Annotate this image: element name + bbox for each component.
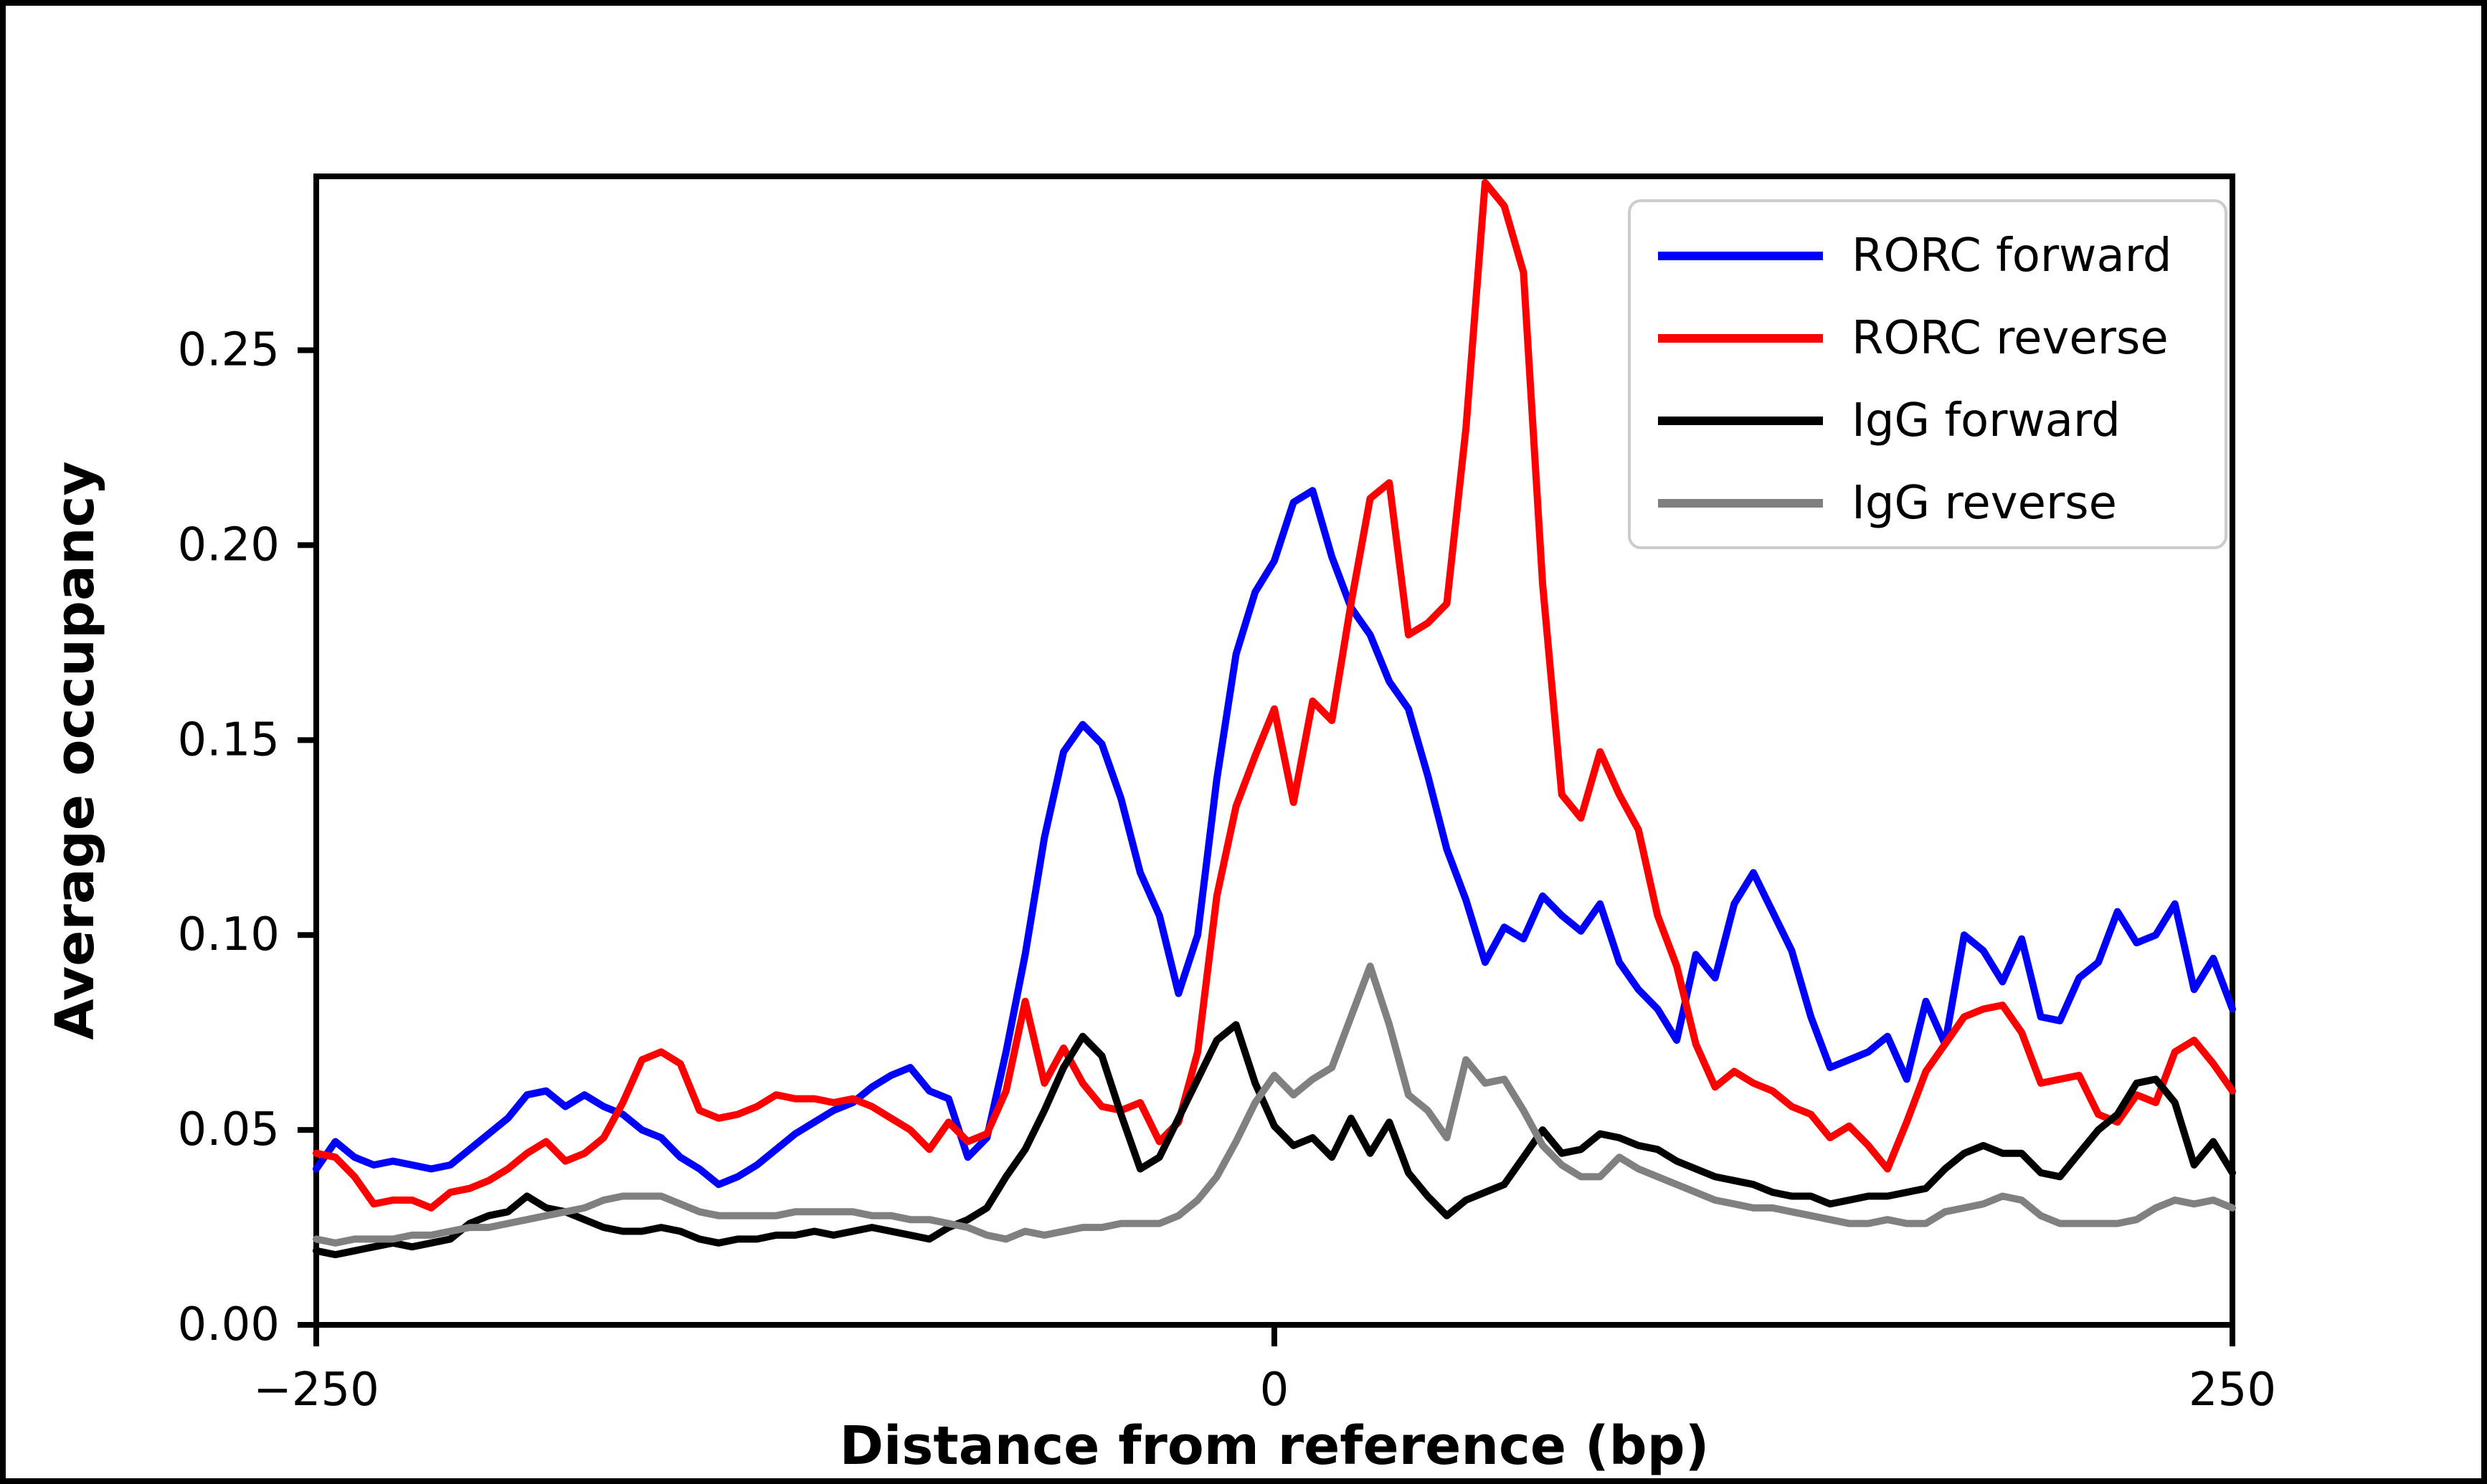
y-axis-ticks: 0.00 0.05 0.10 0.15 0.20 0.25 xyxy=(178,324,316,1351)
y-tick-label: 0.05 xyxy=(178,1103,280,1156)
y-axis-title: Average occupancy xyxy=(44,461,106,1040)
legend-entry: RORC reverse xyxy=(1658,312,2169,365)
legend-entry: IgG forward xyxy=(1658,394,2121,447)
series-line-rorc-reverse xyxy=(313,179,2236,1212)
series-line-igg-forward xyxy=(313,1021,2236,1259)
x-axis-title: Distance from reference (bp) xyxy=(840,1415,1710,1477)
y-tick-label: 0.20 xyxy=(178,518,280,571)
x-axis-ticks: −250 0 250 xyxy=(253,1325,2276,1417)
x-tick-label: 0 xyxy=(1260,1364,1289,1417)
legend-label: IgG reverse xyxy=(1852,477,2117,530)
legend-entry: RORC forward xyxy=(1658,229,2172,282)
x-tick-label: −250 xyxy=(253,1364,379,1417)
series-line-igg-reverse xyxy=(313,962,2236,1247)
legend-box xyxy=(1628,199,2227,549)
legend-items: RORC forward RORC reverse IgG forward IgG r… xyxy=(1658,229,2172,530)
series-line-rorc-forward xyxy=(313,487,2236,1189)
legend-label: IgG forward xyxy=(1852,394,2121,447)
legend-label: RORC forward xyxy=(1852,229,2172,282)
y-tick-label: 0.00 xyxy=(178,1298,280,1351)
y-tick-label: 0.25 xyxy=(178,324,280,377)
legend: RORC forward RORC reverse IgG forward IgG r… xyxy=(1628,199,2227,549)
legend-entry: IgG reverse xyxy=(1658,477,2117,530)
y-tick-label: 0.15 xyxy=(178,713,280,766)
series-lines xyxy=(313,179,2236,1259)
legend-label: RORC reverse xyxy=(1852,312,2169,365)
y-tick-label: 0.10 xyxy=(178,908,280,961)
x-tick-label: 250 xyxy=(2189,1364,2276,1417)
